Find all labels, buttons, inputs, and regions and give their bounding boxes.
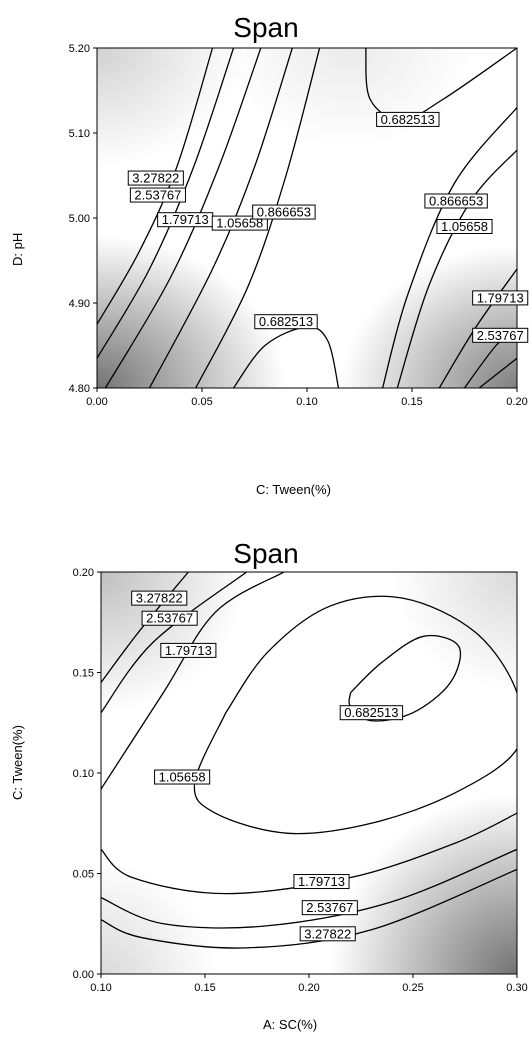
- contour-label-text: 2.53767: [134, 188, 181, 203]
- contour-label: 0.866653: [424, 193, 488, 209]
- contour-label-text: 1.79713: [162, 212, 209, 227]
- contour-label-box: [293, 874, 350, 890]
- contour-label-text: 2.53767: [477, 328, 524, 343]
- contour-label-box: [472, 327, 529, 343]
- contour-line: [381, 107, 517, 388]
- contour-label: 2.53767: [141, 610, 198, 626]
- contour-line: [101, 848, 517, 929]
- contour-label-text: 1.79713: [477, 290, 524, 305]
- contour-label: 0.866653: [252, 204, 316, 220]
- contour-label-text: 0.682513: [344, 705, 398, 720]
- contour-label-box: [376, 111, 440, 127]
- contour-label-box: [301, 900, 358, 916]
- contour-label-box: [254, 314, 318, 330]
- contour-label-text: 2.53767: [306, 900, 353, 915]
- contour-label-box: [436, 219, 493, 234]
- x-tick-label: 0.10: [90, 982, 111, 994]
- y-tick-label: 0.15: [73, 668, 94, 680]
- contour-label: 2.53767: [301, 900, 358, 916]
- contour-label-box: [424, 193, 488, 209]
- contour-line: [478, 357, 517, 388]
- contour-line: [101, 572, 247, 714]
- y-tick-label: 0.10: [73, 768, 94, 780]
- contour-label: 1.05658: [436, 219, 493, 234]
- x-tick-label: 0.30: [506, 982, 527, 994]
- contour-plot-area: 0.10 0.15 0.20 0.25 0.30 0.00 0.05 0.10 0.15 0.20…: [73, 567, 528, 994]
- x-tick-label: 0.20: [298, 982, 319, 994]
- contour-label-text: 3.27822: [132, 171, 179, 186]
- chart-title: Span: [233, 12, 299, 43]
- y-axis-label: C: Tween(%): [10, 725, 25, 800]
- contour-label: 1.79713: [293, 874, 350, 890]
- x-axis-label: A: SC(%): [263, 1017, 318, 1032]
- contour-label-text: 0.866653: [257, 205, 311, 220]
- contour-line: [101, 868, 517, 949]
- chart-title: Span: [233, 538, 299, 569]
- contour-label-box: [472, 290, 529, 306]
- contour-label-box: [211, 215, 268, 231]
- contour-label-text: 3.27822: [136, 591, 183, 606]
- y-tick-label: 5.00: [69, 213, 90, 225]
- bottom-contour-plot: Span 0.10 0.15 0.20 0.25 0.30 0.00 0.05 0.10 0.1…: [0, 520, 532, 1039]
- x-tick-label: 0.15: [401, 396, 422, 408]
- contour-label-text: 1.05658: [441, 219, 488, 234]
- x-tick-label: 0.15: [194, 982, 215, 994]
- contour-label-box: [129, 187, 186, 203]
- y-axis-label: D: pH: [10, 232, 25, 266]
- contour-label: 2.53767: [129, 187, 186, 203]
- contour-label: 0.682513: [339, 705, 404, 721]
- x-tick-label: 0.20: [506, 396, 527, 408]
- contour-plot-area: 0.00 0.05 0.10 0.15 0.20 4.80 4.90 5.00 5.10 5.20…: [69, 43, 529, 408]
- contour-label-text: 0.866653: [429, 194, 483, 209]
- contour-label-text: 0.682513: [381, 112, 435, 127]
- contour-label-box: [131, 590, 188, 606]
- y-tick-label: 4.90: [69, 298, 90, 310]
- contour-label-text: 2.53767: [146, 611, 193, 626]
- contour-label-box: [160, 642, 217, 658]
- contour-line: [97, 48, 214, 325]
- contour-line: [101, 572, 189, 683]
- contour-label-box: [154, 769, 211, 785]
- x-axis-label: C: Tween(%): [256, 482, 331, 497]
- contour-label: 1.05658: [154, 769, 211, 785]
- contour-label-box: [339, 705, 404, 721]
- x-tick-label: 0.25: [402, 982, 423, 994]
- contour-label-text: 1.05658: [159, 770, 206, 785]
- y-tick-label: 0.05: [73, 869, 94, 881]
- contour-label-box: [127, 170, 184, 186]
- contour-label-box: [252, 204, 316, 220]
- contour-label-text: 0.682513: [259, 314, 313, 329]
- x-tick-label: 0.10: [296, 396, 317, 408]
- contour-label: 0.682513: [376, 111, 440, 127]
- x-tick-label: 0.00: [86, 396, 107, 408]
- y-tick-label: 0.00: [73, 969, 94, 981]
- top-contour-plot: Span 0.00 0.05 0.10 0.15 0.20 4.80 4.90 5.00 5.1…: [0, 0, 532, 500]
- x-tick-label: 0.05: [191, 396, 212, 408]
- contour-label: 1.79713: [160, 642, 217, 658]
- y-tick-label: 0.20: [73, 567, 94, 579]
- contour-label-box: [141, 610, 198, 626]
- contour-label: 2.53767: [472, 327, 529, 343]
- contour-label-text: 1.79713: [165, 643, 212, 658]
- contour-label: 3.27822: [127, 170, 184, 186]
- contour-label-box: [299, 926, 356, 942]
- contour-label-text: 1.05658: [216, 216, 263, 231]
- contour-label-text: 1.79713: [298, 874, 345, 889]
- contour-label: 1.79713: [472, 290, 529, 306]
- y-tick-label: 5.20: [69, 43, 90, 55]
- contour-line: [195, 48, 321, 388]
- contour-line: [396, 149, 517, 388]
- contour-label-text: 3.27822: [304, 926, 351, 941]
- y-tick-label: 4.80: [69, 383, 90, 395]
- contour-label: 3.27822: [299, 926, 356, 942]
- contour-label: 1.05658: [211, 215, 268, 231]
- contour-label: 1.79713: [157, 212, 214, 228]
- contour-label: 0.682513: [254, 314, 318, 330]
- y-tick-label: 5.10: [69, 128, 90, 140]
- contour-label: 3.27822: [131, 590, 188, 606]
